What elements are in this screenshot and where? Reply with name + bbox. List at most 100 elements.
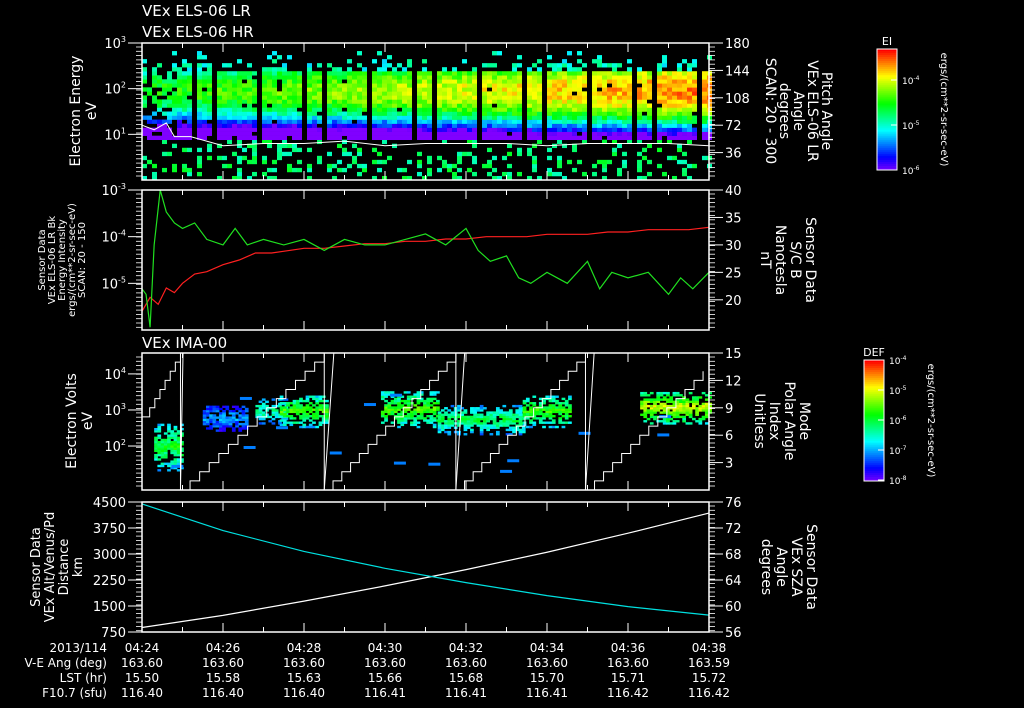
spectrogram-cell bbox=[238, 427, 243, 430]
spectrogram-cell bbox=[467, 151, 472, 157]
spectrogram-cell bbox=[403, 391, 408, 394]
spectrogram-cell bbox=[207, 87, 212, 92]
spectrogram-cell bbox=[207, 123, 212, 128]
colorbar-swatch bbox=[864, 442, 884, 446]
spectrogram-cell bbox=[272, 67, 277, 72]
spectrogram-cell bbox=[687, 99, 692, 104]
spectrogram-cell bbox=[649, 413, 654, 416]
spectrogram-cell bbox=[241, 414, 246, 417]
spectrogram-cell bbox=[225, 422, 230, 426]
spectrogram-cell bbox=[157, 425, 162, 429]
spectrogram-cell bbox=[282, 103, 287, 108]
spectrogram-cell bbox=[357, 99, 362, 104]
spectrogram-cell bbox=[462, 115, 467, 120]
spectrogram-cell bbox=[495, 426, 500, 429]
spectrogram-cell bbox=[279, 406, 284, 409]
spectrogram-cell bbox=[170, 443, 175, 446]
spectrogram-cell bbox=[702, 79, 707, 84]
spectrogram-cell bbox=[392, 127, 397, 132]
colorbar-tick-label: 10-8 bbox=[889, 475, 907, 487]
spectrogram-cell bbox=[228, 425, 233, 428]
spectrogram-cell bbox=[237, 167, 242, 173]
spectrogram-cell bbox=[637, 167, 642, 173]
spectrogram-cell bbox=[209, 405, 213, 409]
spectrogram-cell bbox=[387, 79, 392, 84]
spectrogram-cell bbox=[292, 143, 297, 149]
spectrogram-cell bbox=[692, 63, 697, 68]
spectrogram-cell bbox=[562, 135, 567, 141]
spectrogram-cell bbox=[708, 409, 712, 412]
spectrogram-cell bbox=[653, 402, 657, 406]
spectrogram-cell bbox=[521, 426, 526, 429]
spectrogram-cell bbox=[209, 414, 213, 417]
spectrogram-cell bbox=[483, 420, 487, 423]
spectrogram-cell bbox=[577, 107, 582, 112]
spectrogram-cell bbox=[502, 83, 507, 88]
spectrogram-cell bbox=[327, 103, 332, 108]
spectrogram-cell bbox=[682, 107, 687, 112]
spectrogram-cell bbox=[152, 99, 157, 104]
spectrogram-cell bbox=[545, 408, 550, 411]
spectrogram-cell bbox=[377, 83, 382, 88]
spectrogram-cell bbox=[162, 79, 167, 84]
spectrogram-cell bbox=[592, 111, 597, 116]
spectrogram-cell bbox=[692, 83, 697, 88]
spectrogram-cell bbox=[617, 63, 622, 68]
colorbar-swatch bbox=[864, 412, 884, 415]
spectrogram-cell bbox=[222, 135, 227, 141]
spectrogram-cell bbox=[172, 91, 177, 96]
spectrogram-cell bbox=[182, 75, 187, 80]
spectrogram-cell bbox=[182, 123, 187, 128]
spectrogram-cell bbox=[617, 111, 622, 116]
colorbar-swatch bbox=[877, 165, 897, 169]
spectrogram-cell bbox=[292, 91, 297, 96]
spectrogram-cell bbox=[462, 95, 467, 100]
spectrogram-cell bbox=[602, 103, 607, 108]
spectrogram-cell bbox=[622, 163, 627, 169]
spectrogram-cell bbox=[372, 123, 377, 128]
spectrogram-cell bbox=[537, 59, 542, 64]
spectrogram-cell bbox=[317, 79, 322, 84]
spectrogram-cell bbox=[170, 449, 175, 453]
spectrogram-cell bbox=[417, 95, 422, 100]
y-axis-title: eV bbox=[84, 101, 100, 120]
colorbar-swatch bbox=[877, 133, 897, 137]
spectrogram-cell bbox=[279, 423, 284, 427]
spectrogram-cell bbox=[182, 99, 187, 104]
spectrogram-cell bbox=[406, 408, 411, 411]
spectrogram-cell bbox=[202, 79, 207, 84]
spectrogram-cell bbox=[163, 449, 168, 453]
spectrogram-cell bbox=[479, 417, 484, 421]
spectrogram-cell bbox=[312, 131, 317, 136]
altitude-line bbox=[141, 512, 710, 629]
spectrogram-cell bbox=[384, 417, 388, 420]
colorbar-swatch bbox=[864, 428, 884, 432]
spectrogram-cell bbox=[702, 71, 707, 76]
spectrogram-cell bbox=[562, 111, 567, 116]
spectrogram-cell bbox=[295, 421, 300, 424]
spectrogram-cell bbox=[142, 95, 147, 100]
spectrogram-cell bbox=[682, 411, 687, 414]
spectrogram-cell bbox=[452, 87, 457, 92]
spectrogram-cell bbox=[492, 175, 497, 181]
spectrogram-cell bbox=[479, 407, 484, 410]
spectrogram-cell bbox=[247, 111, 252, 116]
spectrogram-cell bbox=[247, 75, 252, 80]
spectrogram-cell bbox=[387, 123, 392, 128]
spectrogram-cell bbox=[321, 399, 326, 403]
spectrogram-cell bbox=[197, 67, 202, 72]
spectrogram-cell bbox=[228, 420, 233, 424]
spectrogram-cell bbox=[538, 421, 543, 424]
spectrogram-cell bbox=[508, 417, 513, 421]
spectrogram-cell bbox=[499, 409, 503, 412]
spectrogram-cell bbox=[302, 412, 307, 416]
spectrogram-cell bbox=[382, 75, 387, 80]
spectrogram-cell bbox=[154, 447, 158, 450]
spectrogram-cell bbox=[160, 423, 165, 427]
spectrogram-cell bbox=[489, 426, 494, 429]
spectrogram-cell bbox=[692, 91, 697, 96]
spectrogram-cell bbox=[407, 115, 412, 120]
colorbar-swatch bbox=[864, 470, 884, 474]
spectrogram-cell bbox=[305, 417, 310, 420]
spectrogram-cell bbox=[157, 451, 162, 455]
